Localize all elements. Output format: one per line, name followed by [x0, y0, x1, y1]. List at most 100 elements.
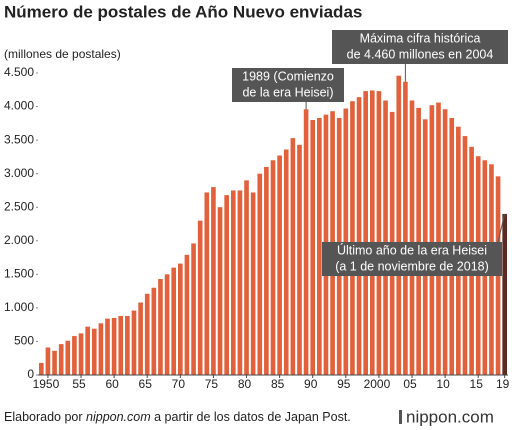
y-tick-label: 2.500 [4, 199, 34, 213]
bar [78, 333, 84, 375]
logo-mark [399, 410, 402, 424]
bar [98, 323, 104, 375]
y-axis-label: (millones de postales) [4, 47, 121, 61]
y-tick-label: 1.500 [4, 267, 34, 281]
bar [250, 192, 256, 375]
bar [217, 207, 223, 375]
bar [178, 263, 183, 375]
bar [65, 340, 71, 375]
bar [184, 254, 190, 375]
bar [58, 344, 64, 375]
bar [403, 81, 408, 376]
annotation-text: 1989 (Comienzo [242, 69, 334, 83]
x-tick-label: 55 [72, 377, 86, 391]
bar [369, 90, 375, 376]
x-tick-label: 10 [436, 377, 450, 391]
bar [52, 350, 57, 375]
bar [45, 347, 51, 375]
bar [91, 328, 97, 375]
bar [283, 149, 289, 375]
bar [416, 107, 421, 376]
bar [363, 91, 368, 376]
bar [277, 155, 282, 375]
bar [204, 192, 210, 375]
annotation-box [322, 242, 502, 276]
y-tick-label: 500 [14, 334, 34, 348]
bar [197, 220, 203, 375]
bar [376, 91, 382, 376]
bar [396, 75, 402, 375]
x-tick-label: 05 [403, 377, 417, 391]
x-tick-label: 1950 [33, 377, 60, 391]
bar [317, 117, 322, 375]
bar [211, 187, 216, 375]
footer-prefix: Elaborado por [4, 410, 86, 424]
x-tick-label: 90 [304, 377, 318, 391]
x-tick-label: 19 [496, 377, 510, 391]
y-tick-label: 2.000 [4, 233, 34, 247]
annotation-text: de 4.460 millones en 2004 [347, 47, 494, 61]
bar [138, 302, 143, 375]
x-tick-label: 15 [470, 377, 484, 391]
annotation-text: Máxima cifra histórica [360, 31, 481, 45]
bar [264, 166, 269, 375]
bar [131, 310, 137, 375]
annotation-text: (a 1 de noviembre de 2018) [335, 259, 489, 273]
bar [118, 315, 124, 375]
annotation-text: de la era Heisei) [242, 85, 333, 99]
annotation-connector [497, 213, 506, 243]
bar [383, 100, 388, 375]
x-tick-label: 70 [172, 377, 186, 391]
bar [144, 293, 150, 375]
logo: nippon.com [406, 407, 494, 426]
bar [224, 195, 229, 375]
x-tick-label: 60 [105, 377, 119, 391]
bar [171, 267, 177, 375]
x-tick-label: 2000 [364, 377, 391, 391]
bar [105, 318, 110, 375]
bar [429, 105, 435, 376]
bar [237, 190, 243, 375]
bar [111, 317, 117, 375]
x-tick-label: 75 [205, 377, 219, 391]
x-tick-label: 95 [337, 377, 351, 391]
annotation-box [332, 30, 508, 64]
bar [72, 336, 77, 375]
footer: Elaborado por nippon.com a partir de los… [4, 410, 351, 424]
y-tick-label: 4.000 [4, 99, 34, 113]
chart-title: Número de postales de Año Nuevo enviadas [4, 2, 362, 21]
bar [290, 138, 296, 375]
y-tick-label: 0 [27, 367, 34, 381]
bar [125, 315, 130, 375]
bar [343, 108, 349, 376]
footer-suffix: a partir de los datos de Japan Post. [151, 410, 351, 424]
bar [436, 102, 441, 375]
bar [164, 274, 170, 375]
bar [502, 213, 508, 375]
bar [151, 287, 157, 375]
bar [85, 326, 90, 375]
bar [310, 119, 316, 375]
y-tick-label: 1.000 [4, 300, 34, 314]
bar [257, 173, 263, 375]
bar [356, 97, 362, 375]
y-tick-label: 4.500 [4, 65, 34, 79]
bar [191, 243, 196, 375]
bar [303, 109, 309, 376]
annotation-box [232, 68, 344, 102]
bar [350, 101, 355, 375]
footer-source: nippon.com [86, 410, 151, 424]
bar [244, 180, 249, 375]
y-tick-label: 3.500 [4, 132, 34, 146]
bar [270, 160, 276, 375]
bar [38, 362, 44, 375]
x-tick-label: 85 [271, 377, 285, 391]
bar [297, 144, 302, 375]
x-tick-label: 65 [139, 377, 153, 391]
bar [409, 100, 415, 375]
x-tick-label: 80 [238, 377, 252, 391]
annotation-text: Último año de la era Heisei [337, 242, 487, 257]
y-tick-label: 3.000 [4, 166, 34, 180]
bar [158, 279, 163, 375]
